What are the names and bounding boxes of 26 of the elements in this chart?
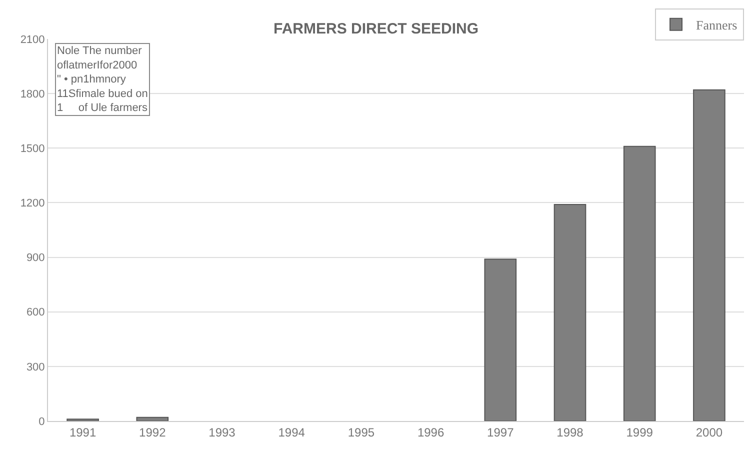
bar	[136, 416, 169, 421]
y-tick-label: 900	[26, 252, 45, 264]
x-tick-label: 2000	[696, 425, 723, 440]
y-tick-label: 0	[38, 416, 45, 428]
bar	[484, 258, 517, 421]
x-tick-label: 1997	[487, 425, 514, 440]
x-tick-label: 1996	[417, 425, 444, 440]
y-tick-label: 600	[26, 306, 45, 319]
y-tick-label: 1200	[20, 198, 45, 210]
annotation: Nole The number oflatmerIfor2000 " • pn1hmnory 11Sfimale bued on 1 of Ule farmers	[57, 45, 148, 114]
legend-label: Fanners	[696, 17, 738, 32]
x-tick-label: 1993	[208, 425, 236, 440]
x-tick-label: 1992	[139, 425, 166, 440]
chart-title: FARMERS DIRECT SEEDING	[273, 20, 479, 38]
y-tick-label: 300	[26, 361, 45, 374]
y-tick-label: 1800	[20, 88, 45, 100]
bar	[693, 89, 726, 421]
x-tick-label: 1998	[556, 425, 584, 440]
bar	[623, 146, 656, 421]
x-tick-label: 1995	[348, 425, 375, 440]
y-tick-label: 1500	[20, 142, 45, 155]
x-tick-label: 1999	[626, 425, 654, 440]
x-tick-label: 1991	[69, 425, 96, 440]
y-tick-label: 2100	[20, 34, 45, 46]
bar	[554, 204, 586, 421]
x-tick-label: 1994	[278, 425, 306, 440]
